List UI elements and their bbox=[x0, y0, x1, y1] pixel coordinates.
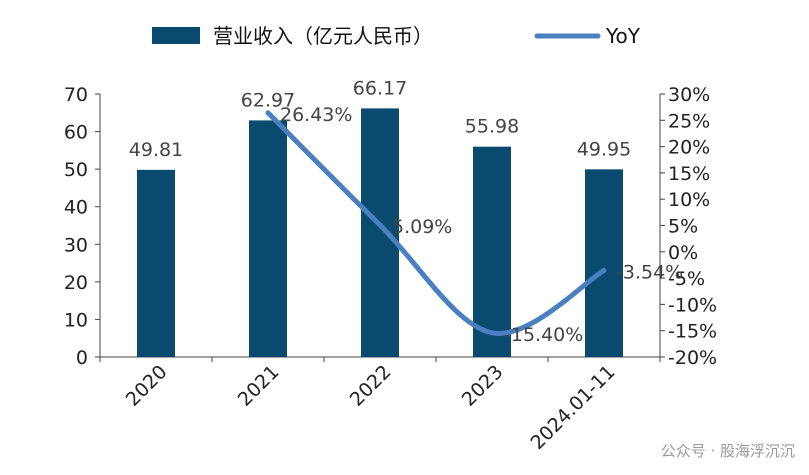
bar bbox=[249, 120, 287, 357]
legend-bar-swatch bbox=[152, 27, 200, 44]
y-right-tick-label: -15% bbox=[668, 321, 717, 343]
bars bbox=[137, 108, 623, 357]
x-tick-label: 2020 bbox=[122, 361, 172, 411]
bar bbox=[473, 146, 511, 357]
y-right-tick-label: 5% bbox=[668, 216, 698, 238]
y-left-tick-label: 60 bbox=[64, 122, 88, 144]
yoy-value-label: -3.54% bbox=[616, 261, 683, 283]
y-left-tick-label: 0 bbox=[76, 347, 88, 369]
y-right-tick-label: -20% bbox=[668, 347, 717, 369]
y-left-tick-label: 10 bbox=[64, 309, 88, 331]
yoy-line-layer bbox=[265, 110, 607, 336]
y-right-tick-label: -10% bbox=[668, 294, 717, 316]
x-tick-label: 2024.01-11 bbox=[526, 361, 619, 454]
yoy-value-label: 26.43% bbox=[280, 104, 352, 126]
bar-value-label: 66.17 bbox=[353, 77, 407, 99]
y-right-tick-label: 0% bbox=[668, 242, 698, 264]
y-left-tick-label: 30 bbox=[64, 234, 88, 256]
data-labels: 49.81 62.97 66.17 55.98 49.95 26.43% 5.09% -15.… bbox=[129, 77, 683, 345]
y-right-tick-label: 30% bbox=[668, 84, 710, 106]
x-tick-label: 2022 bbox=[346, 361, 396, 411]
yoy-line bbox=[265, 110, 607, 336]
bar-value-label: 62.97 bbox=[241, 89, 295, 111]
y-left-tick-label: 20 bbox=[64, 272, 88, 294]
x-tick-label: 2021 bbox=[234, 361, 284, 411]
yoy-value-label: 5.09% bbox=[392, 216, 452, 238]
y-left-tick-label: 50 bbox=[64, 159, 88, 181]
watermark: 公众号 · 股海浮沉沉 bbox=[661, 442, 795, 460]
yoy-value-label: -15.40% bbox=[504, 324, 583, 346]
y-right-tick-label: 20% bbox=[668, 137, 710, 159]
y-left-tick-label: 70 bbox=[64, 84, 88, 106]
bar bbox=[361, 108, 399, 357]
bar bbox=[585, 169, 623, 357]
y-right-tick-label: -5% bbox=[668, 268, 705, 290]
y-right-tick-label: 15% bbox=[668, 163, 710, 185]
bar-value-label: 49.81 bbox=[129, 139, 183, 161]
y-right-tick-label: 10% bbox=[668, 189, 710, 211]
bar-value-label: 55.98 bbox=[465, 116, 519, 138]
legend-bar-label: 营业收入（亿元人民币） bbox=[213, 24, 433, 48]
y-left-tick-label: 40 bbox=[64, 197, 88, 219]
bar-value-label: 49.95 bbox=[577, 138, 631, 160]
x-tick-label: 2023 bbox=[458, 361, 508, 411]
legend-line-label: YoY bbox=[605, 24, 641, 48]
bar bbox=[137, 169, 175, 357]
y-right-tick-label: 25% bbox=[668, 110, 710, 132]
legend: 营业收入（亿元人民币） YoY bbox=[152, 24, 641, 48]
